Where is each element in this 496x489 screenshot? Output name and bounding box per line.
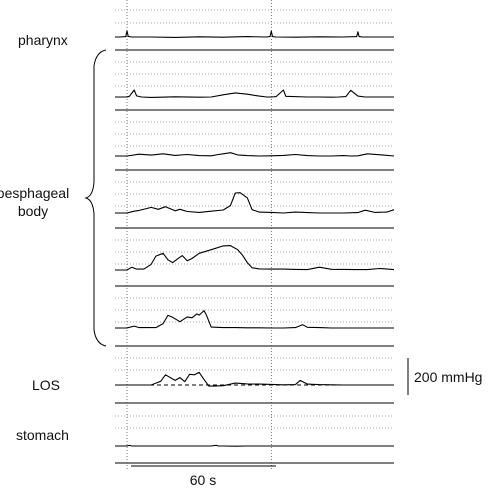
pressure-scalebar-label: 200 mmHg	[414, 369, 482, 385]
label-oesophageal: oesphageal	[0, 185, 69, 201]
trace-pharynx	[115, 30, 394, 38]
swallow-markers	[115, 0, 394, 470]
label-los: LOS	[32, 377, 60, 393]
trace-body-4	[115, 245, 395, 271]
time-scalebar-label: 60 s	[190, 472, 216, 488]
trace-body-1	[115, 89, 394, 98]
oesophageal-body-brace	[84, 49, 107, 347]
trace-stomach	[115, 444, 394, 447]
pressure-traces	[115, 30, 395, 447]
trace-body-5	[115, 310, 394, 329]
trace-body-2	[115, 152, 395, 157]
label-pharynx: pharynx	[18, 32, 68, 48]
label-body: body	[18, 203, 48, 219]
trace-body-3	[115, 192, 395, 214]
trace-LOS	[115, 371, 394, 387]
label-stomach: stomach	[16, 427, 69, 443]
channel-grid	[115, 9, 394, 464]
